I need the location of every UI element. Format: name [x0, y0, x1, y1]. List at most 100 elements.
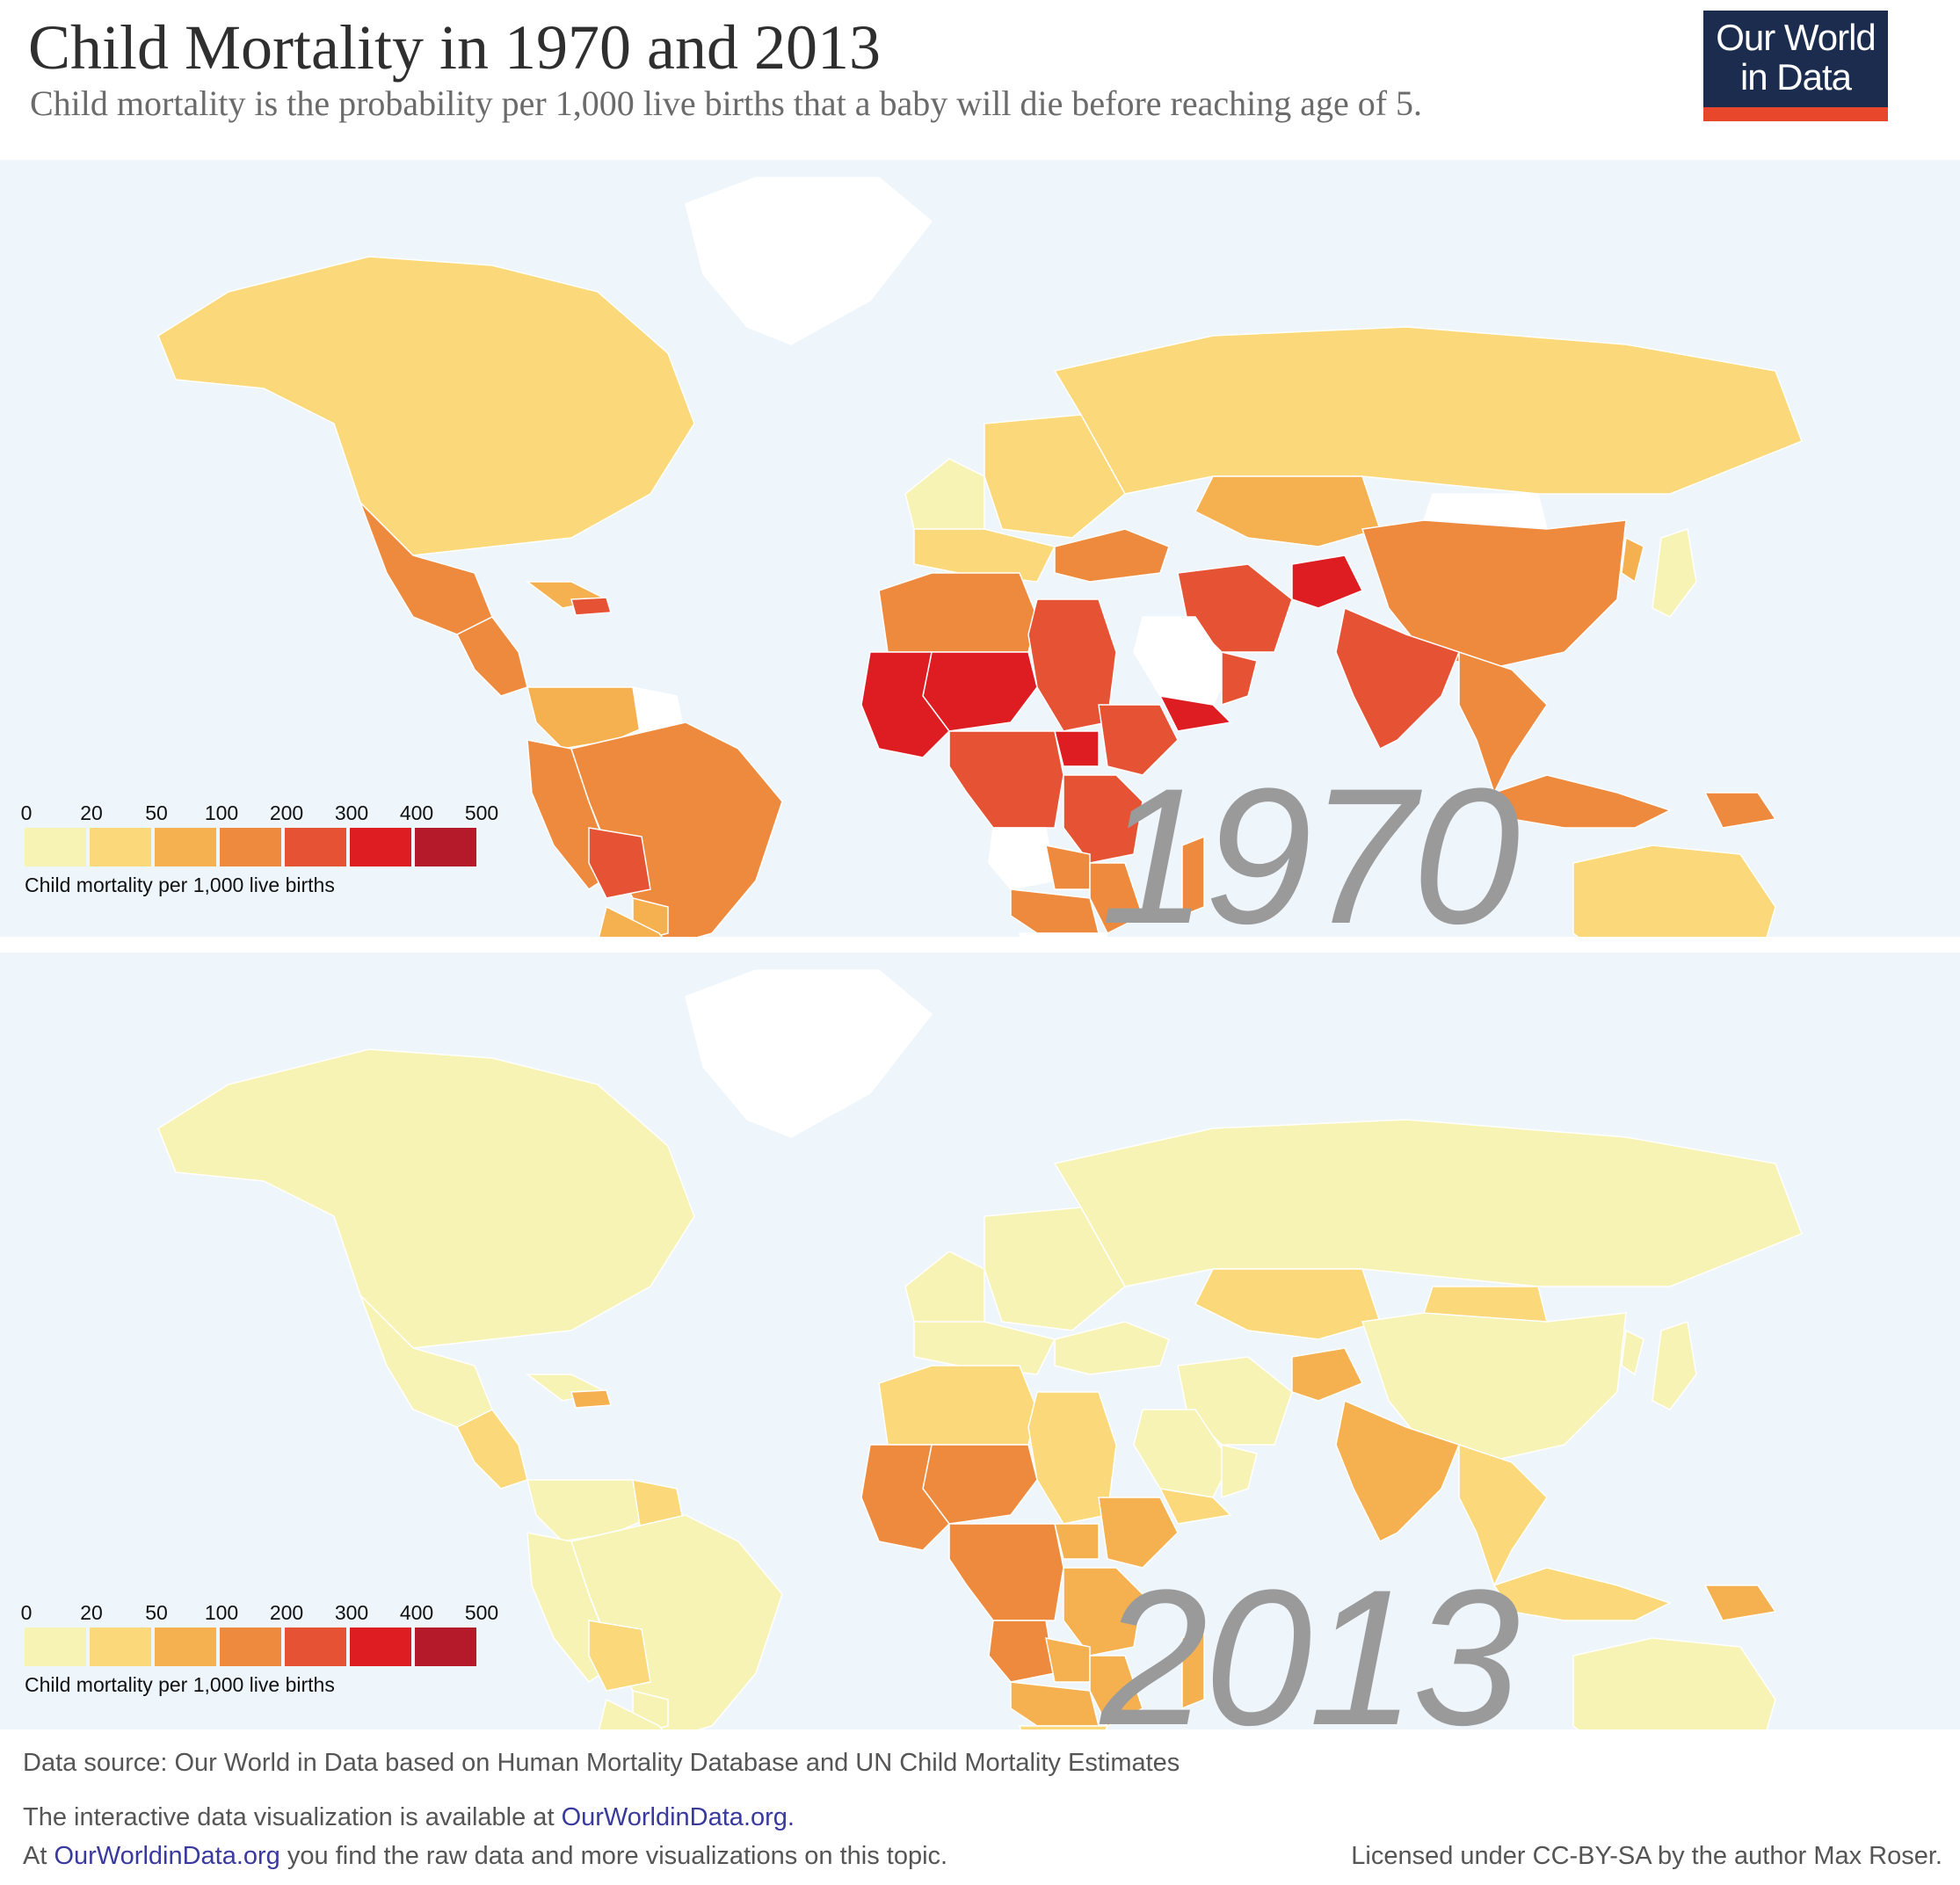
- region-west-africa: [860, 651, 950, 758]
- chart-title: Child Mortality in 1970 and 2013: [28, 12, 881, 83]
- region-southern-africa: [1010, 888, 1100, 934]
- region-haiti: [570, 1389, 612, 1409]
- owid-logo[interactable]: Our World in Data: [1703, 11, 1888, 121]
- region-egypt-sudan: [1027, 598, 1117, 732]
- region-west-africa: [860, 1444, 950, 1551]
- region-central-africa: [948, 1523, 1064, 1621]
- legend-bin-0: [25, 828, 86, 866]
- legend-2013: 0 20 50 100 200 300 400 500 Child mortality per…: [21, 1601, 499, 1697]
- legend-bin-1: [90, 828, 151, 866]
- legend-bin-1: [90, 1628, 151, 1666]
- legend-bin-5: [350, 1628, 411, 1666]
- region-indonesia: [1492, 1567, 1672, 1621]
- region-north-africa: [878, 572, 1038, 653]
- legend-tick-0: 0: [20, 801, 33, 824]
- legend-tick-400: 400: [399, 801, 434, 824]
- region-korea: [1621, 536, 1644, 584]
- legend-title: Child mortality per 1,000 live births: [25, 874, 335, 896]
- region-turkey-caucasus: [1054, 1321, 1170, 1375]
- region-bolivia: [588, 1620, 651, 1692]
- region-southern-africa: [1010, 1681, 1100, 1727]
- legend-bin-2: [155, 828, 216, 866]
- region-indonesia: [1492, 774, 1672, 829]
- region-central-africa: [948, 730, 1064, 829]
- region-madagascar: [1181, 835, 1205, 917]
- legend-bin-6: [415, 828, 476, 866]
- region-north-africa: [878, 1365, 1038, 1446]
- legend-bins: [25, 1628, 476, 1666]
- legend-tick-200: 200: [269, 1601, 304, 1624]
- footer-line-3: At OurWorldinData.org you find the raw d…: [23, 1842, 947, 1871]
- region-ethiopia: [1098, 704, 1179, 776]
- map-panel-1970: 0 20 50 100 200 300 400 500 Child mortality per…: [0, 160, 1960, 937]
- legend-tick-100: 100: [204, 801, 239, 824]
- region-angola: [988, 1620, 1056, 1683]
- region-afghanistan: [1291, 1347, 1364, 1402]
- region-yemen: [1158, 695, 1232, 732]
- region-australia-nz: [1572, 845, 1776, 937]
- logo-line-1: Our World: [1716, 17, 1877, 58]
- legend-bin-2: [155, 1628, 216, 1666]
- legend-bin-4: [285, 1628, 346, 1666]
- region-afghanistan: [1291, 555, 1364, 609]
- owid-link-1[interactable]: OurWorldinData.org.: [561, 1803, 795, 1831]
- legend-tick-500: 500: [464, 801, 499, 824]
- legend-tick-100: 100: [204, 1601, 239, 1624]
- legend-ticks: 0 20 50 100 200 300 400 500: [21, 1601, 499, 1628]
- region-egypt-sudan: [1027, 1391, 1117, 1525]
- region-south-sudan: [1054, 730, 1100, 767]
- region-greenland: [685, 969, 933, 1138]
- region-oman: [1221, 651, 1258, 707]
- region-japan: [1651, 1321, 1697, 1410]
- owid-link-2[interactable]: OurWorldinData.org: [54, 1842, 280, 1870]
- legend-bin-6: [415, 1628, 476, 1666]
- footer-line-3-post: you find the raw data and more visualiza…: [279, 1842, 948, 1870]
- region-china: [1361, 519, 1627, 671]
- license-link[interactable]: CC-BY-SA: [1532, 1842, 1651, 1870]
- legend-tick-300: 300: [334, 801, 369, 824]
- region-south-africa: [1018, 1725, 1109, 1729]
- region-mozambique: [1089, 862, 1143, 935]
- region-japan: [1651, 528, 1697, 618]
- region-russia: [1053, 1119, 1803, 1287]
- license-post: by the author Max Roser.: [1650, 1842, 1942, 1870]
- footer-line-2: The interactive data visualization is av…: [23, 1803, 795, 1832]
- map-panel-2013: 0 20 50 100 200 300 400 500 Child mortality per…: [0, 953, 1960, 1729]
- legend-bin-3: [220, 1628, 281, 1666]
- legend-tick-20: 20: [80, 801, 103, 824]
- region-central-america: [455, 1409, 528, 1490]
- region-angola: [988, 827, 1056, 890]
- legend-tick-300: 300: [334, 1601, 369, 1624]
- region-southern-europe: [913, 1321, 1056, 1375]
- legend-bin-4: [285, 828, 346, 866]
- region-south-sudan: [1054, 1523, 1100, 1560]
- region-east-africa: [1063, 774, 1143, 864]
- logo-accent-bar: [1703, 107, 1888, 121]
- region-east-africa: [1063, 1567, 1143, 1657]
- region-australia-nz: [1572, 1637, 1776, 1729]
- region-southern-cone: [598, 1698, 663, 1729]
- region-mozambique: [1089, 1655, 1143, 1728]
- region-china: [1361, 1312, 1627, 1463]
- legend-tick-500: 500: [464, 1601, 499, 1624]
- region-central-asia: [1194, 1268, 1381, 1340]
- legend-bin-5: [350, 828, 411, 866]
- legend-bin-0: [25, 1628, 86, 1666]
- region-greenland: [685, 177, 933, 345]
- region-png: [1703, 1584, 1777, 1621]
- legend-tick-0: 0: [20, 1601, 33, 1624]
- region-india: [1335, 606, 1460, 750]
- logo-line-2: in Data: [1739, 56, 1852, 98]
- year-label-2013: 2013: [1100, 1549, 1520, 1729]
- data-source: Data source: Our World in Data based on …: [23, 1749, 1180, 1778]
- region-india: [1335, 1399, 1460, 1543]
- footer-line-3-pre: At: [23, 1842, 54, 1870]
- legend-title: Child mortality per 1,000 live births: [25, 1673, 335, 1696]
- world-map-2013: [157, 969, 1803, 1729]
- legend-tick-200: 200: [269, 801, 304, 824]
- region-turkey-caucasus: [1054, 528, 1170, 583]
- legend-tick-50: 50: [145, 1601, 168, 1624]
- legend-tick-50: 50: [145, 801, 168, 824]
- chart-subtitle: Child mortality is the probability per 1…: [30, 83, 1423, 123]
- region-central-asia: [1194, 475, 1381, 547]
